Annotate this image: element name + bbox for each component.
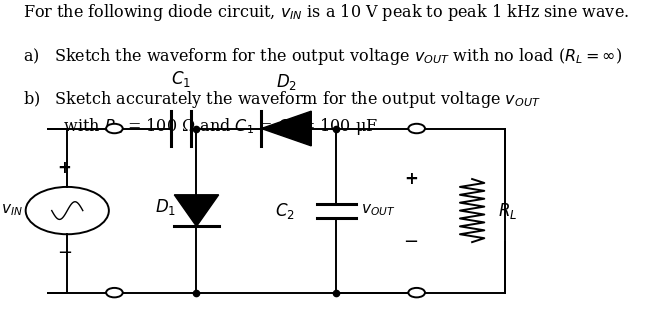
Text: −: − <box>404 233 419 251</box>
Text: $v_{OUT}$: $v_{OUT}$ <box>362 203 396 218</box>
Circle shape <box>106 288 123 297</box>
Circle shape <box>408 124 425 133</box>
Text: +: + <box>404 170 418 188</box>
Text: For the following diode circuit, $v_{IN}$ is a 10 V peak to peak 1 kHz sine wave: For the following diode circuit, $v_{IN}… <box>23 2 629 23</box>
Circle shape <box>408 288 425 297</box>
Text: a)   Sketch the waveform for the output voltage $v_{OUT}$ with no load ($R_L = \: a) Sketch the waveform for the output vo… <box>23 47 622 68</box>
Polygon shape <box>174 195 219 226</box>
Text: $v_{IN}$: $v_{IN}$ <box>1 203 23 218</box>
Text: −: − <box>57 244 72 262</box>
Text: +: + <box>57 159 71 177</box>
Text: $D_1$: $D_1$ <box>155 197 177 217</box>
Polygon shape <box>261 111 311 146</box>
Text: $D_2$: $D_2$ <box>275 72 297 92</box>
Text: $R_L$: $R_L$ <box>498 201 518 221</box>
Text: with $R_L$ = 100 Ω and $C_1$ = $C_2$ = 100 μF: with $R_L$ = 100 Ω and $C_1$ = $C_2$ = 1… <box>23 116 378 137</box>
Text: $C_2$: $C_2$ <box>275 201 295 221</box>
Text: b)   Sketch accurately the waveform for the output voltage $v_{OUT}$: b) Sketch accurately the waveform for th… <box>23 89 541 110</box>
Circle shape <box>106 124 123 133</box>
Text: $C_1$: $C_1$ <box>171 69 191 89</box>
